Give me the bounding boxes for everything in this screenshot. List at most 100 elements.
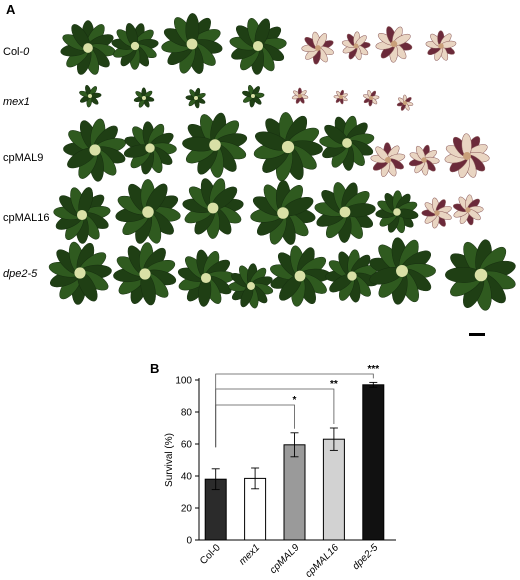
- row-label-cpmal16: cpMAL16: [3, 212, 50, 224]
- rosette-center: [88, 94, 92, 98]
- rosette-plant: [113, 242, 177, 306]
- rosette-plant: [314, 182, 376, 243]
- bar-dpe2-5: [362, 384, 385, 541]
- rosette-center: [390, 40, 398, 48]
- rosette-plant: [161, 13, 223, 74]
- rosette-plant: [445, 239, 516, 311]
- scale-bar: [469, 333, 485, 336]
- significance-bracket: [215, 373, 374, 448]
- rosette-plant: [79, 85, 102, 108]
- rosette-center: [194, 96, 198, 100]
- rosette-plant: [375, 26, 413, 63]
- rosette-plant: [133, 87, 155, 108]
- rosette-center: [465, 207, 471, 213]
- rosette-plant: [182, 112, 248, 178]
- x-tick-label: Col-0: [198, 542, 223, 567]
- rosette-center: [339, 95, 343, 99]
- rosette-center: [294, 270, 306, 282]
- rosette-center: [421, 157, 427, 163]
- rosette-center: [281, 140, 295, 154]
- rosette-plant: [253, 112, 323, 182]
- rosette-plant: [421, 197, 452, 229]
- rosette-center: [142, 96, 146, 100]
- rosette-center: [393, 208, 401, 216]
- rosette-center: [353, 43, 359, 49]
- rosette-center: [186, 38, 198, 50]
- rosette-center: [74, 267, 86, 279]
- significance-label: *: [293, 395, 297, 406]
- row-label-cpmal9: cpMAL9: [3, 152, 44, 164]
- rosette-center: [251, 94, 255, 98]
- rosette-plant: [301, 31, 334, 65]
- rosette-center: [474, 268, 488, 282]
- rosette-plant: [242, 85, 265, 108]
- rosette-plant: [250, 180, 316, 245]
- rosette-center: [89, 144, 101, 156]
- rosette-center: [434, 210, 440, 216]
- y-tick-label: 20: [181, 504, 193, 515]
- y-tick-label: 60: [181, 440, 193, 451]
- rosette-plant: [60, 20, 116, 75]
- rosette-plant: [185, 87, 206, 109]
- panel-b-label: B: [150, 361, 160, 376]
- rosette-plant: [369, 237, 436, 305]
- bar-cpMAL16: [322, 438, 345, 541]
- rosette-center: [76, 209, 88, 221]
- rosette-center: [277, 207, 289, 219]
- x-tick-label: mex1: [237, 542, 262, 567]
- rosette-center: [139, 268, 151, 280]
- rosette-center: [247, 282, 255, 290]
- rosette-plant: [291, 87, 309, 104]
- rosette-plant: [333, 89, 348, 105]
- y-tick-label: 80: [181, 408, 193, 419]
- rosette-center: [347, 271, 357, 281]
- row-label-col0: Col-0: [3, 46, 30, 58]
- rosette-plant: [229, 18, 287, 75]
- rosette-plant: [63, 118, 126, 182]
- rosette-center: [403, 101, 407, 105]
- rosette-center: [463, 152, 471, 160]
- y-tick-label: 40: [181, 472, 193, 483]
- x-tick-label: dpe2-5: [351, 542, 381, 572]
- rosette-center: [396, 265, 408, 277]
- row-label-mex1: mex1: [3, 96, 30, 108]
- plant-photo-panel: [48, 13, 516, 336]
- rosette-plant: [341, 31, 371, 61]
- rosette-center: [83, 43, 93, 53]
- row-label-dpe2-5: dpe2-5: [3, 268, 38, 280]
- rosette-plant: [408, 144, 440, 176]
- rosette-center: [369, 96, 373, 100]
- rosette-center: [142, 206, 154, 218]
- rosette-plant: [363, 89, 380, 107]
- panel-a-label: A: [6, 2, 16, 17]
- rosette-center: [438, 43, 444, 49]
- significance-bracket: [215, 388, 335, 448]
- y-tick-label: 100: [175, 376, 192, 387]
- rosette-center: [384, 156, 392, 164]
- rosette-plant: [228, 263, 274, 309]
- significance-bracket: [215, 404, 295, 448]
- rosette-plant: [444, 133, 490, 179]
- rosette-center: [342, 138, 352, 148]
- rosette-plant: [319, 115, 375, 171]
- rosette-plant: [115, 179, 181, 244]
- rosette-center: [145, 143, 155, 153]
- rosette-plant: [123, 121, 177, 175]
- rosette-center: [130, 41, 140, 51]
- rosette-plant: [270, 245, 331, 307]
- rosette-center: [315, 45, 321, 51]
- rosette-center: [209, 139, 221, 151]
- rosette-plant: [182, 178, 244, 239]
- rosette-center: [298, 94, 302, 98]
- rosette-plant: [177, 249, 235, 307]
- rosette-plant: [111, 23, 159, 70]
- rosette-center: [207, 202, 219, 214]
- rosette-plant: [53, 187, 111, 244]
- rosette-center: [200, 272, 212, 284]
- x-tick-label: cpMAL9: [268, 542, 302, 576]
- significance-label: ***: [367, 364, 379, 375]
- significance-label: **: [330, 379, 338, 390]
- rosette-plant: [48, 241, 112, 305]
- y-tick-label: 0: [186, 536, 192, 547]
